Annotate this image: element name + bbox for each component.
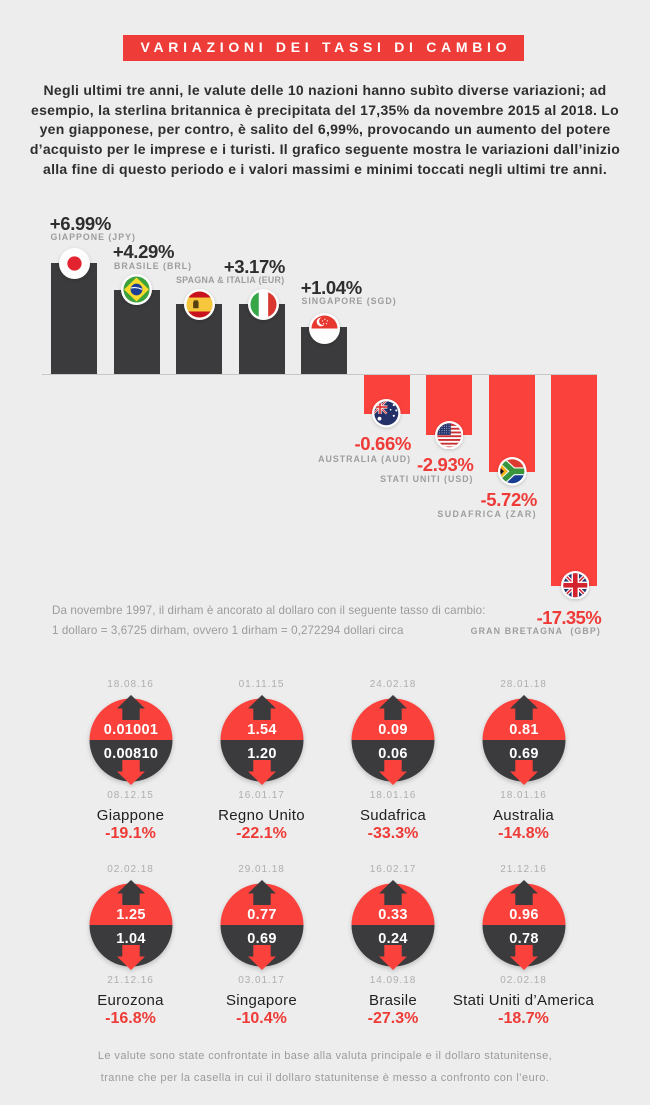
svg-text:0.09: 0.09 xyxy=(378,722,407,738)
svg-text:0.69: 0.69 xyxy=(509,746,538,762)
svg-text:0.00810: 0.00810 xyxy=(103,746,158,762)
svg-text:0.81: 0.81 xyxy=(509,722,538,738)
svg-text:0.01001: 0.01001 xyxy=(103,722,158,738)
svg-text:0.96: 0.96 xyxy=(509,907,538,923)
svg-text:0.33: 0.33 xyxy=(378,907,407,923)
svg-text:1.54: 1.54 xyxy=(247,722,276,738)
svg-text:1.04: 1.04 xyxy=(116,931,145,947)
svg-text:0.69: 0.69 xyxy=(247,931,276,947)
svg-text:1.25: 1.25 xyxy=(116,907,145,923)
svg-text:0.06: 0.06 xyxy=(378,746,407,762)
svg-text:1.20: 1.20 xyxy=(247,746,276,762)
svg-text:0.78: 0.78 xyxy=(509,931,538,947)
svg-text:0.77: 0.77 xyxy=(247,907,276,923)
svg-text:0.24: 0.24 xyxy=(378,931,407,947)
